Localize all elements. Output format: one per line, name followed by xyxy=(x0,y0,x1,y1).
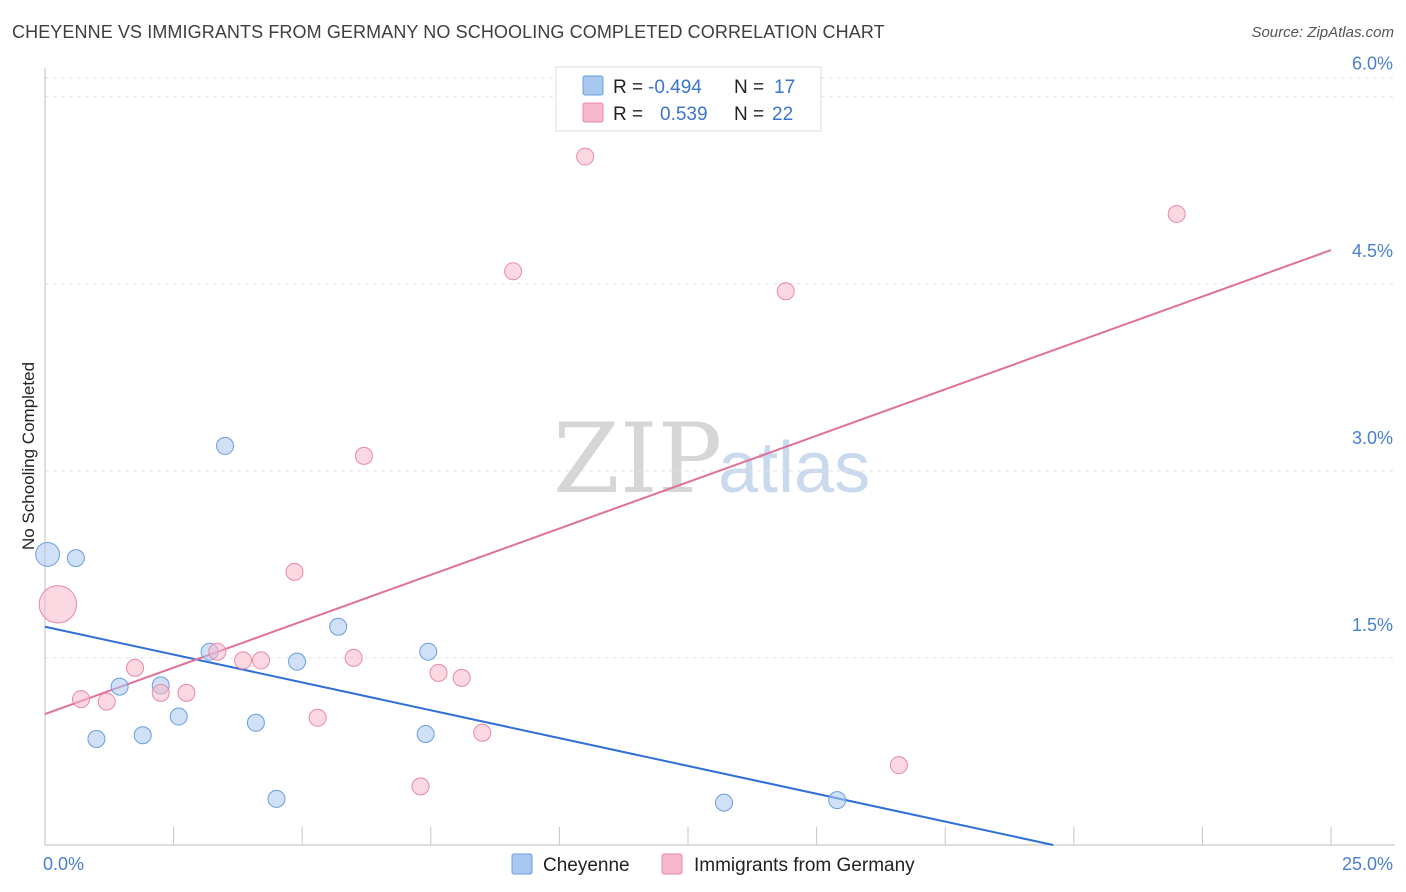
point-germany xyxy=(126,658,145,677)
axes xyxy=(44,68,1395,846)
x-ticks xyxy=(173,827,1332,845)
point-cheyenne xyxy=(35,542,60,567)
point-germany xyxy=(411,777,430,796)
point-germany xyxy=(308,708,327,727)
point-cheyenne xyxy=(66,549,85,568)
point-germany xyxy=(776,282,795,301)
point-germany xyxy=(177,683,196,702)
legend-n-label: N = xyxy=(734,104,764,125)
series-label-cheyenne: Cheyenne xyxy=(543,855,630,876)
legend-r-value: -0.494 xyxy=(648,77,702,98)
point-germany xyxy=(504,262,523,281)
point-cheyenne xyxy=(419,642,438,661)
point-cheyenne xyxy=(87,729,106,748)
point-germany xyxy=(889,756,908,775)
legend-r-label: R = xyxy=(613,77,643,98)
point-germany xyxy=(252,651,271,670)
watermark: ZIP atlas xyxy=(553,403,870,515)
series-legend: Cheyenne Immigrants from Germany xyxy=(511,853,915,876)
point-germany xyxy=(452,668,471,687)
point-cheyenne xyxy=(246,713,265,732)
point-cheyenne xyxy=(828,791,847,810)
point-cheyenne xyxy=(416,725,435,744)
data-points xyxy=(35,147,1186,812)
legend-n-label: N = xyxy=(734,77,764,98)
x-tick-labels: 0.0% 25.0% xyxy=(43,854,1393,874)
point-cheyenne xyxy=(169,707,188,726)
point-germany xyxy=(576,147,595,166)
grid xyxy=(45,77,1395,659)
legend-n-value: 22 xyxy=(772,104,793,125)
point-germany xyxy=(151,683,170,702)
x-tick-label: 25.0% xyxy=(1342,854,1393,874)
y-tick-label: 6.0% xyxy=(1352,54,1393,74)
point-cheyenne xyxy=(133,726,152,745)
legend-swatch-cheyenne xyxy=(582,75,604,96)
point-cheyenne xyxy=(267,789,286,808)
y-tick-label: 4.5% xyxy=(1352,241,1393,261)
point-cheyenne xyxy=(216,436,235,455)
legend-n-value: 17 xyxy=(774,77,795,98)
x-tick-label: 0.0% xyxy=(43,854,84,874)
source-credit: Source: ZipAtlas.com xyxy=(1251,24,1394,41)
point-cheyenne xyxy=(329,617,348,636)
y-tick-label: 1.5% xyxy=(1352,615,1393,635)
point-germany xyxy=(72,690,91,709)
point-germany xyxy=(285,562,304,581)
trend-line-germany xyxy=(44,249,1332,715)
correlation-legend: R = -0.494 N = 17 R = 0.539 N = 22 xyxy=(555,66,822,132)
watermark-zip: ZIP xyxy=(553,403,722,515)
series-label-germany: Immigrants from Germany xyxy=(694,855,915,876)
point-germany xyxy=(38,585,78,624)
point-germany xyxy=(429,663,448,682)
point-cheyenne xyxy=(288,652,307,671)
point-germany xyxy=(473,723,492,742)
legend-swatch-germany xyxy=(582,102,604,123)
point-germany xyxy=(1167,204,1186,223)
point-cheyenne xyxy=(110,677,129,696)
point-germany xyxy=(208,642,227,661)
series-swatch-germany xyxy=(661,853,683,875)
point-germany xyxy=(354,446,373,465)
y-tick-labels: 1.5% 3.0% 4.5% 6.0% xyxy=(1352,54,1393,635)
trend-line-cheyenne xyxy=(44,625,1054,846)
trend-lines xyxy=(44,249,1332,846)
y-tick-label: 3.0% xyxy=(1352,428,1393,448)
point-germany xyxy=(97,692,116,711)
series-swatch-cheyenne xyxy=(511,853,533,875)
chart-title: CHEYENNE VS IMMIGRANTS FROM GERMANY NO S… xyxy=(12,22,885,42)
legend-r-value: 0.539 xyxy=(660,104,708,125)
point-germany xyxy=(344,648,363,667)
point-germany xyxy=(234,651,253,670)
y-axis-label: No Schooling Completed xyxy=(19,362,38,550)
point-cheyenne xyxy=(715,793,734,812)
watermark-atlas: atlas xyxy=(718,428,870,508)
legend-r-label: R = xyxy=(613,104,643,125)
